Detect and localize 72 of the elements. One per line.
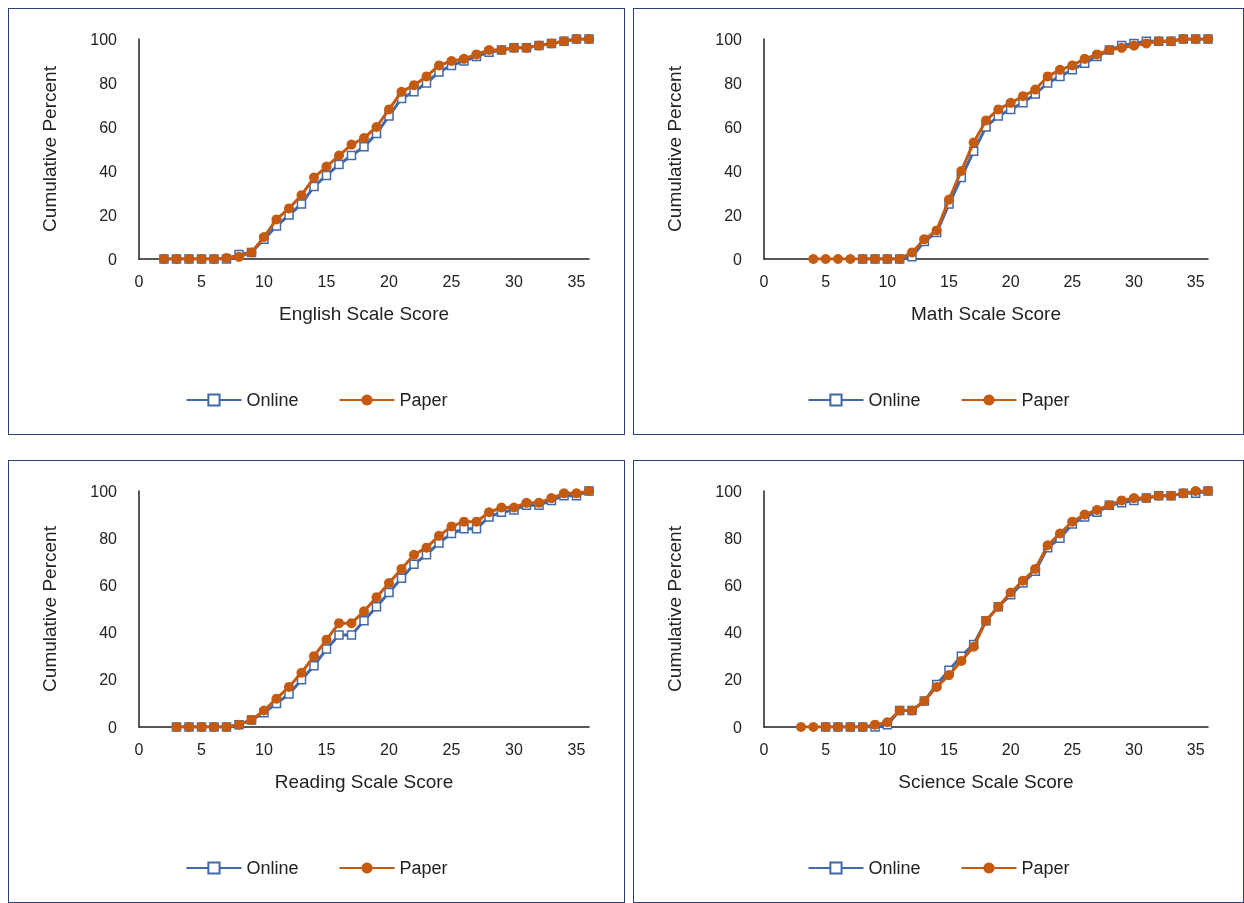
y-tick-label: 40	[724, 624, 743, 642]
x-tick-label: 15	[940, 272, 958, 290]
y-axis-title: Cumulative Percent	[39, 525, 60, 692]
legend-label: Paper	[1021, 858, 1070, 878]
x-tick-label: 25	[442, 272, 461, 290]
x-tick-label: 5	[197, 740, 207, 758]
x-tick-label: 15	[317, 740, 336, 758]
x-axis-title: English Scale Score	[278, 303, 450, 324]
y-tick-label: 60	[99, 576, 118, 594]
x-tick-label: 5	[821, 740, 831, 758]
y-tick-label: 40	[99, 624, 118, 642]
x-tick-label: 0	[134, 740, 144, 758]
y-tick-label: 0	[108, 718, 118, 736]
x-tick-label: 30	[505, 272, 523, 290]
legend-label: Paper	[1021, 390, 1070, 410]
x-tick-label: 35	[567, 740, 586, 758]
y-tick-label: 60	[724, 576, 743, 594]
x-tick-label: 0	[759, 272, 769, 290]
y-tick-label: 60	[724, 118, 743, 136]
x-axis-title: Math Scale Score	[911, 303, 1061, 324]
y-tick-label: 0	[108, 250, 118, 268]
y-tick-label: 100	[715, 30, 743, 48]
y-tick-label: 80	[99, 529, 118, 547]
y-tick-label: 0	[733, 250, 743, 268]
y-tick-label: 80	[724, 529, 743, 547]
legend-label: Online	[868, 858, 921, 878]
x-tick-label: 10	[255, 740, 273, 758]
y-tick-label: 40	[724, 162, 743, 180]
y-tick-label: 20	[99, 206, 118, 224]
x-tick-label: 15	[940, 740, 958, 758]
legend-label: Paper	[399, 858, 448, 878]
x-tick-label: 30	[1125, 740, 1143, 758]
y-tick-label: 20	[724, 671, 743, 689]
x-tick-label: 0	[759, 740, 769, 758]
x-axis-title: Science Scale Score	[898, 771, 1074, 792]
x-tick-label: 10	[878, 740, 897, 758]
x-tick-label: 15	[317, 272, 336, 290]
y-tick-label: 0	[733, 718, 743, 736]
x-tick-label: 0	[134, 272, 144, 290]
x-tick-label: 25	[1063, 740, 1082, 758]
y-tick-label: 100	[715, 482, 743, 500]
x-tick-label: 35	[567, 272, 586, 290]
legend-label: Online	[246, 390, 299, 410]
legend-label: Paper	[399, 390, 448, 410]
x-tick-label: 5	[197, 272, 207, 290]
y-tick-label: 80	[724, 74, 743, 92]
y-axis-title: Cumulative Percent	[664, 525, 685, 692]
x-tick-label: 30	[505, 740, 523, 758]
x-tick-label: 25	[1063, 272, 1082, 290]
x-tick-label: 10	[255, 272, 273, 290]
y-tick-label: 100	[90, 482, 118, 500]
x-tick-label: 25	[442, 740, 461, 758]
y-axis-title: Cumulative Percent	[39, 65, 60, 232]
y-axis-title: Cumulative Percent	[664, 65, 685, 232]
x-tick-label: 20	[1001, 740, 1020, 758]
y-tick-label: 20	[724, 206, 743, 224]
y-tick-label: 100	[90, 30, 118, 48]
y-tick-label: 80	[99, 74, 118, 92]
x-tick-label: 20	[380, 740, 398, 758]
x-tick-label: 10	[878, 272, 897, 290]
x-tick-label: 35	[1186, 740, 1205, 758]
legend-label: Online	[246, 858, 299, 878]
x-axis-title: Reading Scale Score	[274, 771, 454, 792]
y-tick-label: 60	[99, 118, 118, 136]
y-tick-label: 40	[99, 162, 118, 180]
x-tick-label: 20	[1001, 272, 1020, 290]
x-tick-label: 20	[380, 272, 398, 290]
x-tick-label: 35	[1186, 272, 1205, 290]
y-tick-label: 20	[99, 671, 118, 689]
x-tick-label: 5	[821, 272, 831, 290]
legend-label: Online	[868, 390, 921, 410]
x-tick-label: 30	[1125, 272, 1143, 290]
